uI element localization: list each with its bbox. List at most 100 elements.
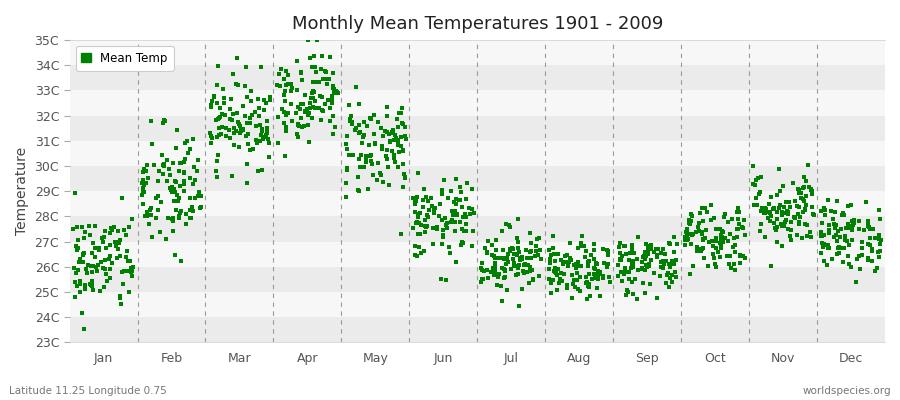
Point (84, 282, 98, 289)
Point (613, 239, 627, 246)
Point (73, 278, 87, 284)
Point (359, 153, 374, 159)
Point (375, 142, 390, 149)
Point (425, 203, 439, 209)
Point (183, 146, 197, 152)
Point (706, 255, 721, 262)
Point (358, 159, 373, 166)
Point (115, 194, 130, 201)
Point (122, 289, 137, 296)
Point (814, 233, 828, 239)
Point (259, 118, 274, 124)
Point (589, 260, 603, 266)
Point (498, 266, 512, 272)
Point (564, 272, 579, 278)
Point (393, 134, 408, 140)
Point (136, 201, 150, 208)
Point (375, 146, 390, 152)
Point (668, 269, 682, 276)
Point (442, 244, 456, 251)
Point (373, 169, 387, 176)
Point (500, 255, 514, 262)
Point (417, 185, 431, 192)
Point (103, 275, 117, 282)
Point (255, 126, 269, 132)
Point (75, 224, 89, 230)
Point (394, 143, 409, 149)
Point (861, 257, 876, 263)
Point (767, 205, 781, 212)
Point (291, 134, 305, 140)
Point (866, 226, 880, 232)
Point (302, 54, 317, 61)
Point (678, 237, 692, 244)
Point (731, 205, 745, 211)
Point (251, 96, 266, 102)
Point (590, 260, 604, 267)
Point (836, 210, 850, 216)
Point (641, 251, 655, 257)
Point (797, 207, 812, 213)
Point (569, 264, 583, 271)
Point (868, 235, 882, 241)
Point (698, 205, 712, 211)
Point (790, 186, 805, 192)
Point (117, 226, 131, 233)
Point (109, 242, 123, 248)
Point (326, 113, 340, 120)
Point (696, 218, 710, 224)
Point (746, 202, 760, 208)
Point (802, 184, 816, 191)
Point (546, 267, 561, 274)
Point (325, 93, 339, 100)
Point (215, 111, 230, 118)
Point (70, 267, 85, 273)
Point (849, 279, 863, 286)
Point (253, 138, 267, 144)
Point (828, 209, 842, 215)
Point (325, 96, 339, 102)
Point (872, 232, 886, 238)
Point (294, 114, 309, 121)
Point (503, 246, 517, 252)
Point (510, 251, 525, 258)
Point (860, 241, 875, 248)
Point (622, 268, 636, 275)
Point (454, 241, 468, 248)
Point (86, 287, 100, 293)
Point (223, 96, 238, 102)
Point (647, 248, 662, 255)
Point (465, 186, 480, 192)
Point (534, 256, 548, 262)
Point (704, 202, 718, 208)
Point (830, 238, 844, 244)
Point (170, 192, 184, 199)
Point (842, 242, 857, 249)
Point (588, 266, 602, 272)
Point (542, 276, 556, 282)
Point (382, 138, 397, 145)
Point (680, 226, 695, 232)
Point (137, 182, 151, 188)
Point (702, 238, 716, 245)
Point (103, 242, 117, 248)
Point (254, 132, 268, 138)
Point (764, 193, 778, 200)
Point (662, 240, 676, 247)
Point (698, 227, 713, 233)
Point (68, 190, 82, 196)
Point (163, 172, 177, 178)
Point (637, 253, 652, 260)
Point (626, 264, 640, 270)
Point (492, 254, 507, 261)
Point (454, 226, 469, 232)
Title: Monthly Mean Temperatures 1901 - 2009: Monthly Mean Temperatures 1901 - 2009 (292, 15, 663, 33)
Point (294, 68, 309, 75)
Point (481, 274, 495, 281)
Point (290, 86, 304, 93)
Point (142, 207, 157, 214)
Point (544, 280, 558, 286)
Point (315, 94, 329, 100)
Point (412, 220, 427, 226)
Point (203, 140, 218, 146)
